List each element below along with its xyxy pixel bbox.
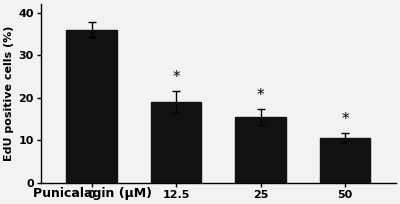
Y-axis label: EdU positive cells (%): EdU positive cells (%)	[4, 26, 14, 161]
Bar	[320, 138, 370, 183]
Text: Punicalagin (μM): Punicalagin (μM)	[33, 187, 152, 200]
Bar	[235, 117, 286, 183]
Bar	[151, 102, 201, 183]
Text: *: *	[172, 70, 180, 85]
Bar	[66, 30, 117, 183]
Text: *: *	[341, 112, 349, 127]
Text: *: *	[257, 88, 264, 103]
